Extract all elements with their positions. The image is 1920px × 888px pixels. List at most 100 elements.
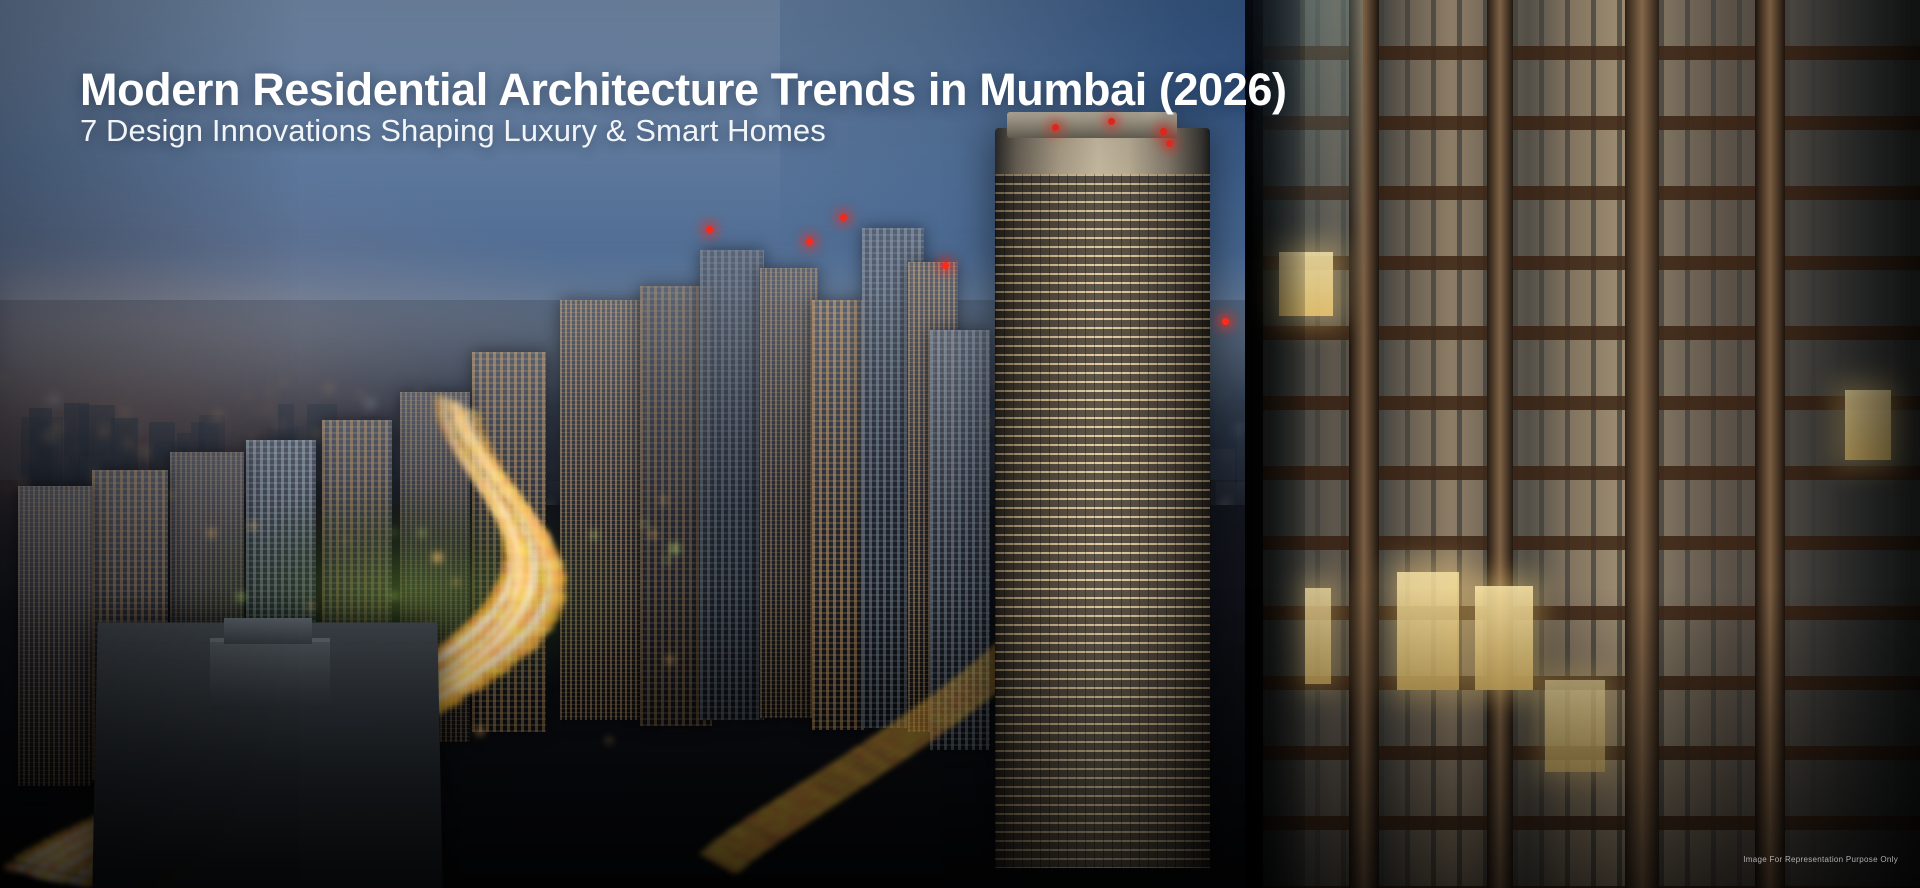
light-trail-segment [472, 448, 483, 454]
image-disclaimer-watermark: Image For Representation Purpose Only [1743, 855, 1898, 864]
light-trail-segment [486, 481, 499, 488]
light-trail-segment [516, 561, 533, 570]
light-trail-segment [439, 423, 453, 430]
light-trail-segment [502, 558, 520, 567]
illuminated-window-bay [1545, 680, 1605, 772]
light-trail-segment [467, 470, 479, 476]
light-trail-segment [511, 536, 525, 543]
light-trail-segment [514, 527, 531, 535]
light-trail-segment [545, 566, 559, 574]
light-trail-segment [511, 504, 526, 512]
light-trail-segment [545, 580, 561, 588]
light-trail-segment [446, 430, 458, 436]
light-trail-segment [516, 532, 529, 539]
light-trail-segment [452, 410, 466, 417]
light-trail-segment [528, 574, 542, 581]
light-trail-segment [450, 403, 461, 409]
light-trail-segment [491, 505, 507, 513]
light-trail-segment [509, 560, 523, 567]
light-trail-segment [484, 479, 499, 486]
light-trail-segment [545, 575, 561, 583]
light-trail-segment [487, 499, 500, 506]
light-trail-segment [508, 549, 525, 557]
park-light [525, 539, 532, 547]
light-trail-segment [477, 450, 488, 455]
light-trail-segment [508, 546, 524, 554]
light-trail-segment [457, 406, 470, 413]
light-trail-segment [516, 506, 531, 514]
light-trail-segment [456, 417, 467, 423]
light-trail-segment [474, 481, 489, 489]
light-trail-segment [551, 582, 567, 591]
rooftop-upper-housing [224, 618, 312, 644]
light-trail-segment [488, 469, 499, 475]
light-trail-segment [498, 492, 513, 499]
light-trail-segment [509, 513, 523, 520]
light-trail-segment [499, 527, 512, 534]
light-trail-segment [499, 478, 511, 484]
light-trail-segment [520, 552, 535, 559]
light-trail-segment [460, 427, 472, 434]
light-trail-segment [529, 557, 546, 565]
park-light [660, 497, 666, 503]
light-trail-segment [521, 514, 535, 522]
light-trail-segment [518, 518, 531, 524]
light-trail-segment [467, 437, 479, 443]
light-trail-segment [459, 425, 469, 431]
light-trail-segment [433, 397, 443, 402]
park-light [665, 557, 671, 563]
park-light [170, 492, 175, 498]
primary-residential-tower [995, 112, 1210, 868]
light-trail-segment [521, 569, 536, 576]
light-trail-segment [478, 452, 489, 458]
light-trail-segment [551, 580, 566, 587]
light-trail-segment [516, 512, 530, 520]
light-trail-segment [465, 435, 477, 441]
light-trail-segment [542, 552, 557, 560]
light-trail-segment [459, 445, 472, 451]
light-trail-segment [506, 531, 519, 538]
light-trail-segment [437, 417, 450, 424]
light-trail-segment [493, 495, 505, 501]
light-trail-segment [536, 536, 551, 544]
light-trail-segment [473, 425, 486, 432]
light-trail-segment [528, 576, 544, 585]
light-trail-segment [473, 471, 485, 478]
light-trail-segment [452, 443, 463, 448]
light-trail-segment [483, 460, 495, 466]
light-trail-segment [442, 430, 452, 436]
light-trail-segment [533, 530, 549, 538]
light-trail-segment [458, 457, 471, 464]
light-trail-segment [469, 452, 484, 460]
light-trail-segment [513, 559, 530, 568]
light-trail-segment [492, 481, 505, 488]
light-trail-segment [500, 509, 514, 516]
light-trail-segment [513, 562, 527, 569]
light-trail-segment [521, 560, 538, 569]
light-trail-segment [486, 500, 503, 508]
light-trail-segment [475, 463, 489, 470]
light-trail-segment [504, 532, 520, 540]
light-trail-segment [482, 449, 495, 456]
light-trail-segment [471, 415, 483, 421]
light-trail-segment [514, 503, 529, 510]
light-trail-segment [448, 411, 459, 417]
light-trail-segment [468, 429, 481, 436]
light-trail-segment [507, 534, 523, 542]
light-trail-segment [455, 421, 469, 428]
light-trail-segment [536, 581, 554, 590]
light-trail-segment [497, 483, 509, 489]
light-trail-segment [522, 526, 539, 535]
light-trail-segment [460, 434, 473, 441]
light-trail-segment [536, 547, 553, 556]
light-trail-segment [449, 435, 459, 440]
light-trail-segment [523, 517, 538, 525]
light-trail-segment [494, 470, 509, 477]
light-trail-segment [455, 434, 469, 442]
light-trail-segment [515, 550, 530, 558]
light-trail-segment [451, 402, 460, 407]
light-trail-segment [473, 442, 483, 447]
light-trail-segment [489, 472, 501, 478]
light-trail-segment [501, 481, 516, 488]
light-trail-segment [482, 457, 496, 465]
